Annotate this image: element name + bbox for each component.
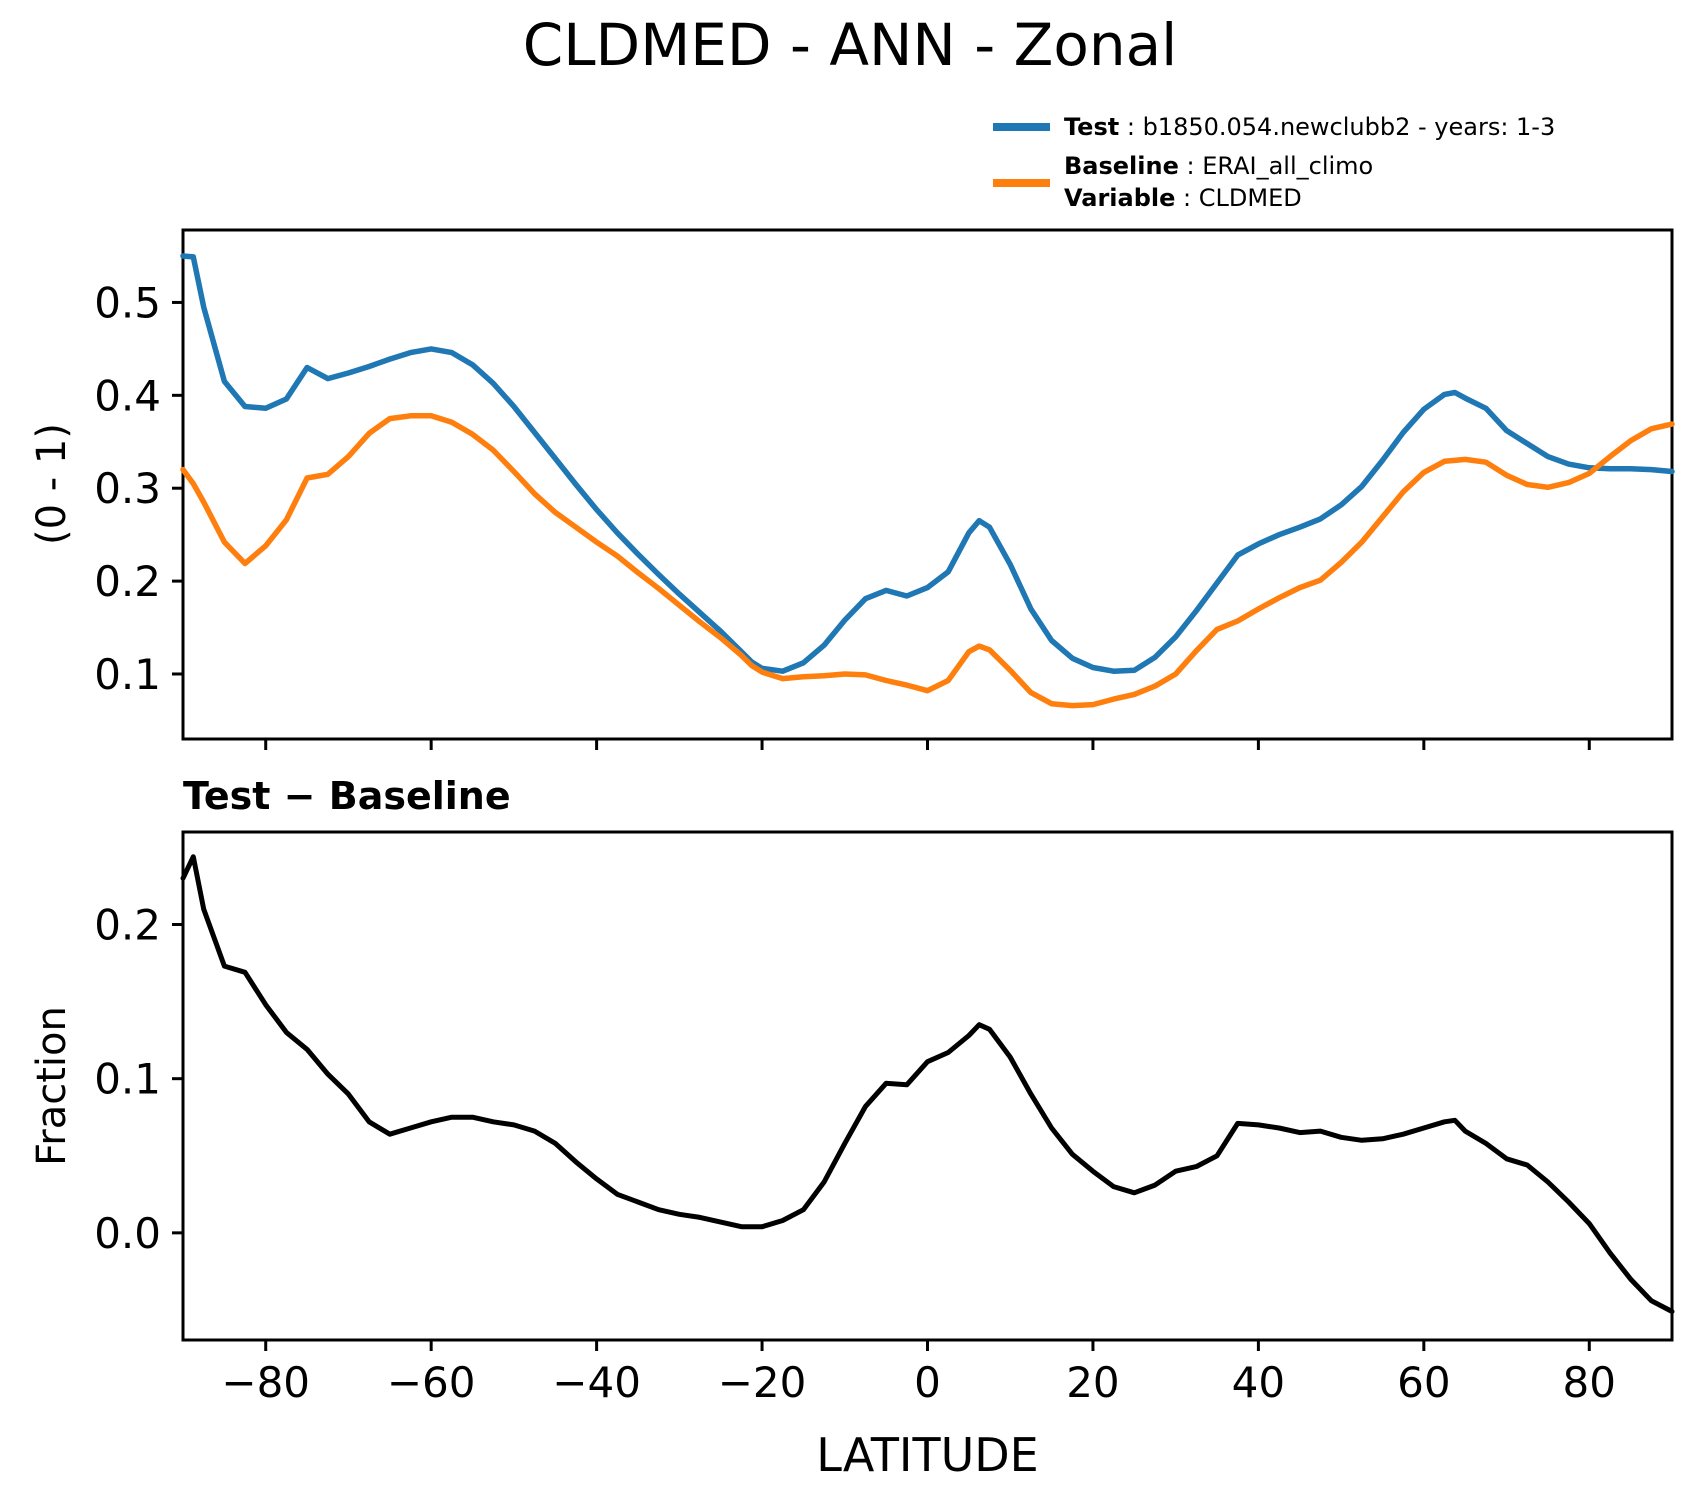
y-tick-label: 0.0 xyxy=(94,1209,161,1258)
x-tick-label: 20 xyxy=(1066,1358,1119,1407)
series-line-test-baseline xyxy=(180,854,1675,1314)
y-tick-label: 0.1 xyxy=(94,1055,161,1104)
series-line-test xyxy=(180,253,1675,674)
y-tick-label: 0.4 xyxy=(94,371,161,420)
test-line-swatch-icon xyxy=(993,123,1050,131)
x-tick-label: −20 xyxy=(718,1358,807,1407)
series-line-baseline xyxy=(180,413,1675,709)
top-y-axis-label: (0 - 1) xyxy=(29,423,75,545)
y-tick-label: 0.1 xyxy=(94,650,161,699)
x-tick-label: −80 xyxy=(221,1358,310,1407)
x-tick-label: 60 xyxy=(1397,1358,1450,1407)
axes-box xyxy=(181,830,1674,1342)
legend-entry-test: Test : b1850.054.newclubb2 - years: 1-3 xyxy=(993,110,1555,144)
legend-entry-variable-text: Variable : CLDMED xyxy=(1064,184,1302,212)
legend-entry-test-text: Test : b1850.054.newclubb2 - years: 1-3 xyxy=(1064,113,1556,141)
y-tick-label: 0.3 xyxy=(94,464,161,513)
x-tick-label: 0 xyxy=(914,1358,941,1407)
page-title: CLDMED - ANN - Zonal xyxy=(522,11,1178,79)
x-axis-label: LATITUDE xyxy=(816,1428,1039,1482)
bottom-y-axis-label: Fraction xyxy=(29,1006,75,1166)
axes-box xyxy=(181,228,1674,741)
x-tick-label: −40 xyxy=(552,1358,641,1407)
y-tick-label: 0.2 xyxy=(94,901,161,950)
y-tick-label: 0.2 xyxy=(94,557,161,606)
legend: Test : b1850.054.newclubb2 - years: 1-3 … xyxy=(993,110,1555,214)
y-tick-label: 0.5 xyxy=(94,278,161,327)
difference-subplot-title: Test − Baseline xyxy=(183,774,511,818)
baseline-line-swatch-icon xyxy=(993,179,1050,187)
x-tick-label: 40 xyxy=(1232,1358,1285,1407)
panel-2: −80 −60 −40 −20 0 20 40 60 80 0.0 0.1 0.2 xyxy=(94,830,1675,1407)
legend-entry-baseline-text: Baseline : ERAI_all_climo xyxy=(1064,152,1374,180)
panel-1: 0.1 0.2 0.3 0.4 0.5 xyxy=(94,228,1675,750)
x-tick-label: −60 xyxy=(387,1358,476,1407)
legend-entry-baseline: Baseline : ERAI_all_climo Variable : CLD… xyxy=(993,150,1555,214)
x-tick-label: 80 xyxy=(1563,1358,1616,1407)
